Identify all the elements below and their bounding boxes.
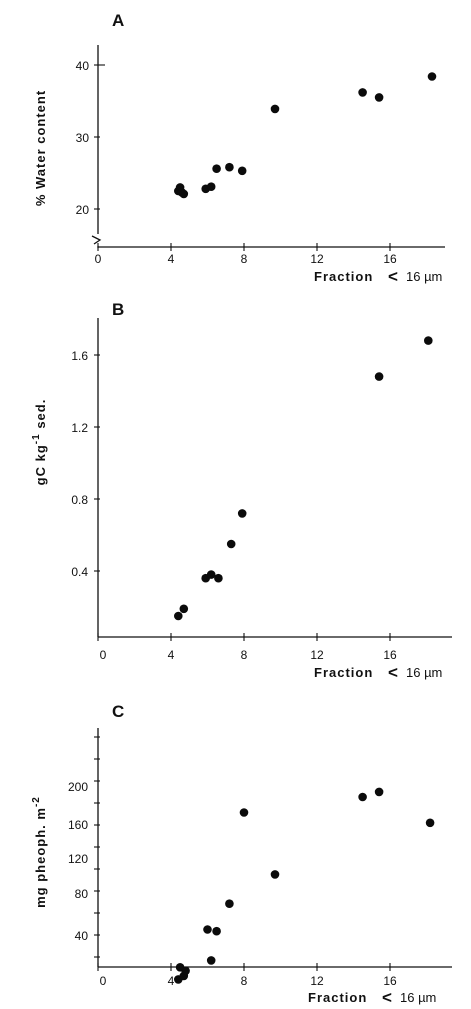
panel-c-x-tick-label-4: 4 — [168, 974, 175, 988]
panel-a-x-axis-title-unit: 16 µm — [406, 269, 442, 284]
panel-c-letter: C — [112, 702, 124, 721]
panel-b-letter: B — [112, 300, 124, 319]
panel-a-y-axis-title: % Water content — [33, 90, 48, 206]
panel-c-point-4 — [181, 966, 190, 976]
panel-b-y-axis-title-main: gC kg — [33, 444, 48, 485]
panel-c-point-11 — [358, 792, 367, 802]
panel-b-y-tick-label-1.6: 1.6 — [71, 349, 88, 363]
panel-c-x-tick-label-8: 8 — [241, 974, 248, 988]
panel-b-x-axis-title-lt: < — [388, 663, 399, 682]
panel-a: A % Water content 20 30 40 0 4 8 12 16 — [33, 11, 445, 286]
panel-b-point-7 — [237, 509, 247, 518]
panel-c-y-axis-title: mg pheoph. m-2 — [31, 796, 48, 908]
panel-b-points — [174, 336, 433, 621]
panel-c-points — [174, 787, 435, 984]
panel-c-y-tick-label-120: 120 — [68, 852, 88, 866]
panel-b-point-2 — [179, 604, 189, 614]
panel-a-x-axis-title: Fraction < 16 µm — [314, 267, 442, 286]
panel-c-x-tick-label-0: 0 — [100, 974, 107, 988]
panel-b-y-axis-title: gC kg-1 sed. — [31, 399, 48, 486]
panel-c-point-7 — [212, 926, 221, 936]
panel-a-x-axis-title-lt: < — [388, 267, 399, 286]
panel-a-letter: A — [112, 11, 124, 30]
panel-c-y-tick-label-80: 80 — [75, 887, 89, 901]
panel-b-x-ticks: 0 4 8 12 16 — [97, 633, 397, 662]
panel-a-point-8 — [225, 162, 234, 172]
panel-a-point-4 — [179, 189, 189, 199]
panel-b-point-5 — [214, 573, 223, 583]
panel-c-x-tick-label-12: 12 — [310, 974, 324, 988]
panel-b-point-6 — [226, 539, 236, 549]
panel-c-point-9 — [239, 808, 249, 817]
panel-a-point-10 — [270, 104, 280, 114]
panel-b-point-1 — [174, 611, 183, 621]
panel-b-y-tick-label-1.2: 1.2 — [71, 421, 88, 435]
panel-a-x-ticks: 0 4 8 12 16 — [95, 243, 397, 266]
panel-a-point-13 — [427, 72, 437, 81]
panel-a-x-tick-label-16: 16 — [383, 252, 397, 266]
panel-c-x-axis-title: Fraction < 16 µm — [308, 988, 436, 1007]
panel-c-y-axis-title-main: mg pheoph. m — [33, 807, 48, 908]
panel-a-y-tick-label-20: 20 — [76, 203, 90, 217]
panel-c-x-axis-title-text: Fraction — [308, 990, 367, 1005]
svg-text:mg pheoph. m-2: mg pheoph. m-2 — [31, 796, 48, 908]
panel-b-x-tick-label-12: 12 — [310, 648, 324, 662]
panel-c-point-10 — [270, 870, 280, 879]
panel-c-point-12 — [374, 787, 384, 797]
panel-a-x-axis-title-text: Fraction — [314, 269, 373, 284]
panel-c: C mg pheoph. m-2 40 80 120 160 200 — [31, 702, 452, 1007]
panel-a-point-12 — [374, 93, 384, 102]
panel-b-point-9 — [424, 336, 433, 345]
panel-a-x-tick-label-4: 4 — [168, 252, 175, 266]
panel-b-y-axis-title-exp: -1 — [31, 433, 42, 444]
panel-a-x-tick-label-8: 8 — [241, 252, 248, 266]
panel-b-y-axis-title-tail: sed. — [33, 399, 48, 434]
panel-c-point-5 — [203, 925, 212, 934]
panel-a-y-tick-label-40: 40 — [76, 59, 90, 73]
panel-c-x-ticks: 0 4 8 12 16 — [97, 963, 397, 988]
panel-c-y-tick-label-40: 40 — [75, 929, 89, 943]
panel-c-x-axis-title-lt: < — [382, 988, 393, 1007]
panel-b-x-axis-title-unit: 16 µm — [406, 665, 442, 680]
panel-b-x-tick-label-0: 0 — [100, 648, 107, 662]
panel-b-y-tick-label-0.4: 0.4 — [71, 565, 88, 579]
panel-a-y-ticks: 20 30 40 — [76, 59, 105, 217]
panel-b-x-axis-title: Fraction < 16 µm — [314, 663, 442, 682]
panel-c-x-axis-title-unit: 16 µm — [400, 990, 436, 1005]
panel-a-x-tick-label-12: 12 — [310, 252, 324, 266]
panel-a-axis-break — [91, 235, 102, 245]
panel-b-y-ticks: 0.4 0.8 1.2 1.6 — [71, 349, 100, 579]
panel-b-x-axis-title-text: Fraction — [314, 665, 373, 680]
panel-c-point-13 — [425, 818, 435, 828]
panel-b-y-tick-label-0.8: 0.8 — [71, 493, 88, 507]
panel-b: B gC kg-1 sed. 0.4 0.8 1.2 1.6 0 4 8 — [31, 300, 452, 682]
svg-text:gC kg-1 sed.: gC kg-1 sed. — [31, 399, 48, 486]
panel-b-x-tick-label-8: 8 — [241, 648, 248, 662]
panel-c-y-tick-label-160: 160 — [68, 818, 88, 832]
panel-c-point-6 — [206, 956, 216, 965]
panel-a-y-tick-label-30: 30 — [76, 131, 90, 145]
panel-b-point-8 — [374, 372, 384, 381]
panel-a-points — [174, 72, 437, 199]
panel-a-point-6 — [206, 182, 216, 191]
panel-b-x-tick-label-4: 4 — [168, 648, 175, 662]
panel-c-x-tick-label-16: 16 — [383, 974, 397, 988]
panel-c-y-tick-label-200: 200 — [68, 780, 88, 794]
panel-a-point-11 — [358, 88, 367, 97]
panel-a-point-9 — [237, 166, 247, 176]
panel-c-point-8 — [225, 899, 234, 908]
panel-c-y-axis-title-exp: -2 — [31, 796, 42, 807]
panel-b-x-tick-label-16: 16 — [383, 648, 397, 662]
panel-b-point-4 — [206, 570, 216, 579]
panel-a-point-7 — [212, 164, 221, 173]
panel-c-y-ticks: 40 80 120 160 200 — [68, 736, 100, 958]
panel-a-x-tick-label-0: 0 — [95, 252, 102, 266]
